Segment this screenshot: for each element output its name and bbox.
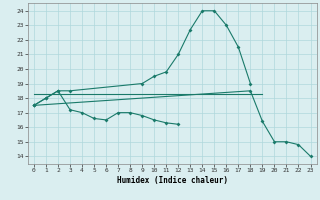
X-axis label: Humidex (Indice chaleur): Humidex (Indice chaleur): [117, 176, 228, 185]
